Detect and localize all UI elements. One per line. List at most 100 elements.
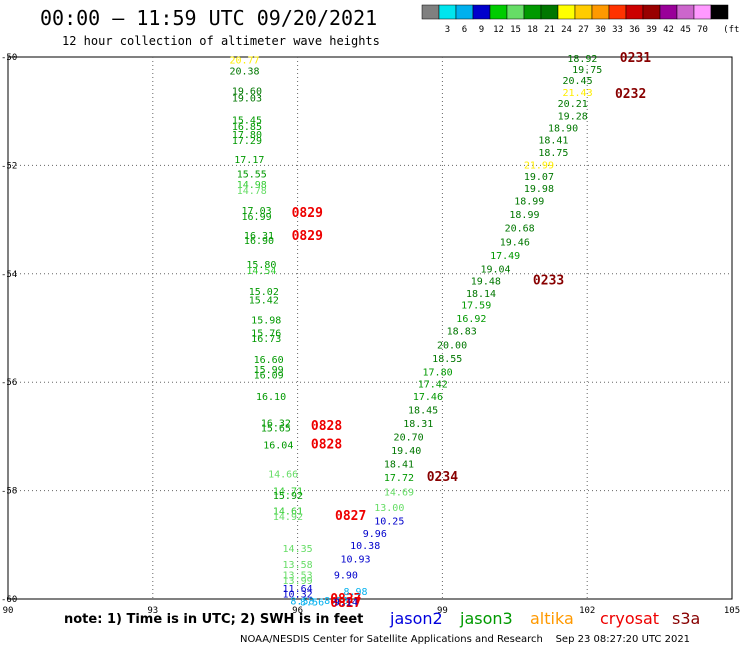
wave-height-point: 18.90 [548, 123, 578, 134]
wave-height-point: 15.76 [251, 328, 281, 339]
wave-height-point: 10.93 [340, 554, 370, 565]
wave-height-point: 8.58 [290, 597, 314, 608]
legend-jason3: jason3 [460, 609, 513, 628]
wave-height-point: 15.99 [254, 365, 284, 376]
wave-height-point: 18.99 [509, 210, 539, 221]
wave-height-point: 15.42 [249, 295, 279, 306]
wave-height-point: 16.31 [244, 231, 274, 242]
colorbar-tick-label: 30 [595, 25, 606, 35]
legend-cryosat: cryosat [600, 609, 660, 628]
wave-height-point: 16.04 [263, 441, 293, 452]
colorbar-swatch [710, 4, 729, 20]
wave-height-point: 13.58 [283, 560, 313, 571]
wave-height-point: 17.46 [413, 392, 443, 403]
chart-subtitle: 12 hour collection of altimeter wave hei… [62, 34, 380, 48]
colorbar-tick-label: 18 [527, 25, 538, 35]
wave-height-point: 14.78 [237, 186, 267, 197]
wave-height-point: 16.32 [261, 418, 291, 429]
wave-height-point: 19.40 [391, 446, 421, 457]
wave-height-point: 14.54 [246, 266, 276, 277]
y-tick-label: -56 [1, 378, 17, 388]
wave-height-point: 19.98 [524, 184, 554, 195]
wave-height-point: 18.45 [408, 405, 438, 416]
wave-height-point: 18.14 [466, 289, 496, 300]
wave-height-point: 17.29 [232, 136, 262, 147]
wave-height-point: 18.83 [447, 327, 477, 338]
wave-height-point: 21.43 [562, 88, 592, 99]
wave-height-point: 18.75 [538, 148, 568, 159]
wave-height-point: 10.25 [374, 516, 404, 527]
wave-height-point: 9.14 [334, 598, 358, 609]
x-tick-label: 93 [147, 606, 158, 616]
y-tick-label: -50 [1, 53, 17, 63]
wave-height-point: 14.61 [273, 507, 303, 518]
wave-height-point: 21.99 [524, 160, 554, 171]
x-tick-label: 99 [437, 606, 448, 616]
pass-time-label: 0231 [620, 51, 651, 66]
legend-jason2: jason2 [390, 609, 443, 628]
pass-time-label: 0827 [330, 596, 361, 611]
wave-height-point: 15.45 [232, 115, 262, 126]
wave-height-point: 17.80 [232, 130, 262, 141]
wave-height-point: 16.10 [256, 392, 286, 403]
colorbar-tick-label: 39 [646, 25, 657, 35]
colorbar-tick-label: 24 [561, 25, 572, 35]
wave-height-point: 14.98 [237, 180, 267, 191]
wave-height-point: 10.32 [283, 590, 313, 601]
wave-height-point: 16.90 [244, 236, 274, 247]
wave-height-point: 15.92 [273, 491, 303, 502]
colorbar-tick-label: 21 [544, 25, 555, 35]
wave-height-point: 20.38 [229, 67, 259, 78]
wave-height-point: 19.28 [558, 112, 588, 123]
wave-height-point: 15.80 [246, 260, 276, 271]
wave-height-point: 13.53 [283, 571, 313, 582]
wave-height-point: 16.09 [254, 371, 284, 382]
wave-height-point: 19.60 [232, 87, 262, 98]
x-tick-label: 90 [3, 606, 14, 616]
wave-height-point: 18.41 [538, 135, 568, 146]
wave-height-point: 15.55 [237, 170, 267, 181]
wave-height-point: 16.99 [242, 212, 272, 223]
wave-height-point: 8.56 [300, 598, 324, 609]
wave-height-point: 20.45 [562, 76, 592, 87]
wave-height-point: 14.71 [273, 487, 303, 498]
wave-height-point: 18.55 [432, 354, 462, 365]
pass-time-label: 0232 [615, 87, 646, 102]
colorbar-tick-label: 3 [445, 25, 450, 35]
legend-s3a: s3a [672, 609, 701, 628]
pass-time-label: 0829 [292, 229, 323, 244]
colorbar-tick-label: 42 [663, 25, 674, 35]
colorbar-unit: (ft) [723, 25, 740, 35]
colorbar-tick-label: 12 [493, 25, 504, 35]
wave-height-point: 17.59 [461, 301, 491, 312]
wave-height-point: 19.04 [480, 264, 510, 275]
wave-height-point: 8.53 [324, 596, 348, 607]
legend-altika: altika [530, 609, 574, 628]
chart-title: 00:00 — 11:59 UTC 09/20/2021 [40, 6, 378, 30]
wave-height-point: 10.38 [350, 541, 380, 552]
wave-height-point: 17.72 [384, 473, 414, 484]
wave-height-point: 19.46 [500, 237, 530, 248]
wave-height-point: 16.73 [251, 334, 281, 345]
wave-height-point: 16.92 [456, 314, 486, 325]
wave-height-point: 17.42 [418, 379, 448, 390]
pass-time-label: 0827 [330, 592, 361, 607]
wave-height-point: 18.41 [384, 460, 414, 471]
wave-height-point: 11.64 [283, 584, 313, 595]
pass-time-label: 0234 [427, 470, 458, 485]
wave-height-point: 15.65 [261, 424, 291, 435]
y-tick-label: -58 [1, 487, 17, 497]
pass-time-label: 0828 [311, 438, 342, 453]
wave-height-point: 19.75 [572, 65, 602, 76]
wave-height-point: 20.77 [229, 56, 259, 67]
colorbar-tick-label: 33 [612, 25, 623, 35]
wave-height-point: 17.49 [490, 251, 520, 262]
plot-frame [7, 56, 733, 600]
wave-height-point: 15.98 [251, 315, 281, 326]
pass-time-label: 0828 [311, 419, 342, 434]
colorbar-tick-label: 45 [680, 25, 691, 35]
wave-height-point: 9.90 [334, 571, 358, 582]
